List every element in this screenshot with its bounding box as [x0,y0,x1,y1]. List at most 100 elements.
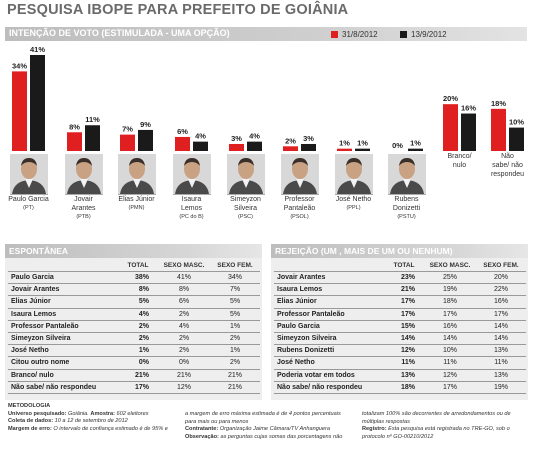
rejeicao-cell-name: Não sabe/ não respondeu [274,381,384,394]
espontanea-cell-fem: 7% [210,283,260,297]
category-label-5: Professor Pantaleão (PSOL) [275,195,325,222]
espontanea-cell-name: Simeyzon Silveira [8,332,118,346]
value-label-sep13-2: 9% [140,120,151,129]
category-label-line: Silveira [234,205,257,212]
rejeicao-table: TOTAL SEXO MASC. SEXO FEM. Jovair Arante… [274,259,526,394]
candidate-photo-2 [117,154,156,195]
espontanea-cell-name: Não sabe/ não respondeu [8,381,118,394]
espontanea-cell-masc: 6% [158,295,210,309]
espontanea-table: TOTAL SEXO MASC. SEXO FEM. Paulo Garcia 3… [8,259,260,394]
rejeicao-cell-masc: 18% [424,295,476,309]
legend-label-1: 31/8/2012 [342,30,378,39]
party-label: (PSTU) [397,214,416,220]
value-label-aug31-0: 34% [12,61,27,70]
value-label-sep13-0: 41% [30,45,45,54]
rejeicao-cell-masc: 16% [424,320,476,333]
espontanea-title: ESPONTÂNEA [5,244,262,258]
party-label: (PPL) [346,205,361,211]
espontanea-cell-total: 4% [118,308,158,321]
espontanea-cell-fem: 2% [210,356,260,370]
rejeicao-cell-masc: 25% [424,270,476,285]
rejeicao-cell-total: 17% [384,308,424,321]
bar-aug31-8 [443,104,458,151]
party-label: (PSC) [238,214,253,220]
rejeicao-row: Simeyzon Silveira 14% 14% 14% [274,332,526,346]
category-label-2: Elias Júnior (PMN) [112,195,162,213]
espontanea-cell-masc: 41% [158,270,210,285]
methodology-heading: METODOLOGIA [8,403,51,409]
rejeicao-col-masc: SEXO MASC. [429,261,471,269]
rejeicao-row: Paulo Garcia 15% 16% 14% [274,320,526,333]
universo-value: Goiânia. [68,410,89,417]
value-label-sep13-9: 10% [509,118,524,127]
chart-title: INTENÇÃO DE VOTO (ESTIMULADA - UMA OPÇÃO… [9,28,230,38]
rejeicao-cell-total: 11% [384,356,424,370]
category-label-4: Simeyzon Silveira (PSC) [221,195,271,222]
methodology-col-3: totalizam 100% são decorrentes de arredo… [362,411,530,441]
category-label-line: Arantes [71,205,96,212]
espontanea-cell-masc: 2% [158,344,210,358]
bar-sep13-0 [30,55,45,151]
bar-sep13-4 [247,141,262,151]
espontanea-col-blank [8,259,118,272]
page-title: PESQUISA IBOPE PARA PREFEITO DE GOIÂNIA [7,2,349,18]
methodology-col-2: a margem de erro máxima estimada é de 4 … [185,411,363,441]
category-label-line: Professor [284,196,315,203]
legend-label-2: 13/9/2012 [411,30,447,39]
vote-intention-chart: 34%41% 8% 11% 7% 9% 6% 4% 3% 4% 2% 3% 1% 1% 0% 1% 20%16… [12,45,524,151]
category-label-7: Rubens Donizetti (PSTU) [382,195,432,222]
amostra-label: Amostra: [90,410,115,417]
espontanea-cell-total: 5% [118,295,158,309]
rejeicao-col-fem: SEXO FEM. [483,261,519,269]
candidate-photo-3 [172,154,211,195]
bar-aug31-5 [283,146,298,151]
rejeicao-cell-fem: 11% [476,356,526,370]
registro-value: Esta pesquisa está registrada no TRE-GO,… [388,426,510,433]
category-label-line: Paulo Garcia [8,196,49,203]
rejeicao-cell-total: 21% [384,283,424,297]
rejeicao-row: Professor Pantaleão 17% 17% 17% [274,308,526,321]
value-label-sep13-4: 4% [249,132,260,141]
espontanea-col-fem: SEXO FEM. [217,261,253,269]
bar-aug31-3 [175,136,190,151]
rejeicao-rows: Jovair Arantes 23% 25% 20% Isaura Lemos 21% 19… [274,270,526,394]
rejeicao-cell-name: Jovair Arantes [274,270,384,285]
rejeicao-cell-masc: 17% [424,308,476,321]
party-label: (PT) [23,205,34,211]
value-label-sep13-8: 16% [461,104,476,113]
espontanea-cell-name: Professor Pantaleão [8,320,118,333]
rejeicao-row: Isaura Lemos 21% 19% 22% [274,283,526,297]
espontanea-row: Professor Pantaleão 2% 4% 1% [8,320,260,333]
bar-sep13-7 [408,148,423,151]
espontanea-cell-name: Citou outro nome [8,356,118,370]
category-label-1: Jovair Arantes (PTB) [59,195,109,222]
bar-sep13-1 [85,125,100,151]
espontanea-cell-name: Branco/ nulo [8,369,118,382]
espontanea-row: Não sabe/ não respondeu 17% 12% 21% [8,381,260,394]
party-label: (PC do B) [179,214,204,220]
category-label-line: Branco/ [447,153,472,160]
legend-swatch-red [331,31,338,38]
espontanea-col-total: TOTAL [127,261,149,269]
espontanea-cell-fem: 21% [210,369,260,382]
espontanea-cell-fem: 34% [210,270,260,285]
category-label-line: Isaura [181,196,202,203]
category-label-line: nulo [452,162,467,169]
methodology-col-1: METODOLOGIA Universo pesquisado: Goiânia… [8,403,180,433]
espontanea-cell-name: José Netho [8,344,118,358]
bar-sep13-3 [193,141,208,151]
rejeicao-row: Rubens Donizetti 12% 10% 13% [274,344,526,358]
value-label-aug31-4: 3% [231,134,242,143]
bar-aug31-4 [229,143,244,151]
coleta-value: 10 a 12 de setembro de 2012 [54,418,128,425]
espontanea-cell-masc: 4% [158,320,210,333]
espontanea-cell-fem: 1% [210,344,260,358]
rejeicao-cell-masc: 19% [424,283,476,297]
rejeicao-cell-name: Isaura Lemos [274,283,384,297]
candidate-photo-0 [9,154,48,195]
contratante-value: Organização Jaime Câmara/TV Anhanguera [219,426,330,433]
candidate-photo-6 [334,154,373,195]
bar-aug31-6 [337,148,352,151]
rejeicao-cell-name: Elias Júnior [274,295,384,309]
espontanea-cell-total: 2% [118,332,158,346]
